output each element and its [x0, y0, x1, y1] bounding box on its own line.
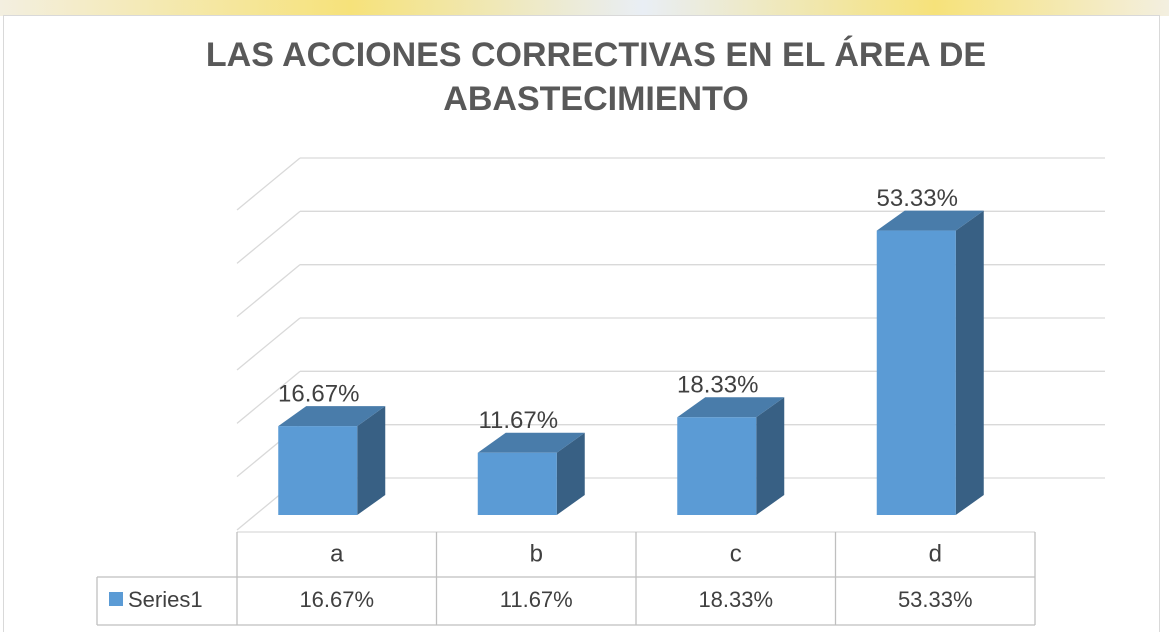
header-band	[0, 0, 1169, 16]
bar-side	[955, 210, 984, 515]
bar-side	[756, 397, 785, 515]
x-tick-label: d	[929, 540, 942, 567]
x-tick-label: b	[530, 540, 543, 567]
data-label: 11.67%	[478, 407, 558, 434]
bar	[477, 452, 557, 515]
grid-line	[236, 264, 301, 318]
bar-top	[278, 406, 386, 427]
bar-top	[876, 210, 984, 231]
bar	[876, 230, 956, 515]
chart-title: ABASTECIMIENTO	[443, 80, 748, 118]
legend-label: Series1	[128, 587, 203, 612]
data-label: 16.67%	[278, 380, 359, 407]
chart-title: LAS ACCIONES CORRECTIVAS EN EL ÁREA DE	[206, 36, 986, 74]
grid-line	[236, 370, 301, 424]
table-value: 53.33%	[898, 587, 973, 612]
bar-top	[477, 432, 585, 453]
bar	[278, 426, 358, 515]
x-tick-label: c	[730, 540, 742, 567]
table-value: 16.67%	[299, 587, 374, 612]
x-tick-label: a	[330, 540, 344, 567]
data-label: 18.33%	[677, 372, 758, 399]
bars: 16.67% 11.67% 18.33% 53.33%	[278, 185, 984, 515]
data-table: Series1 a 16.67% b 11.67% c 18.33% d 53.33%	[96, 531, 1036, 626]
bar-top	[677, 397, 785, 418]
table-value: 11.67%	[500, 587, 573, 612]
grid-line	[236, 210, 301, 264]
grid-line	[236, 157, 301, 211]
grid-line	[236, 317, 301, 371]
data-label: 53.33%	[877, 185, 958, 212]
bar-side	[357, 406, 386, 515]
table-value: 18.33%	[698, 587, 773, 612]
legend-swatch	[109, 592, 123, 606]
bar	[677, 417, 757, 515]
bar-side	[556, 432, 585, 515]
